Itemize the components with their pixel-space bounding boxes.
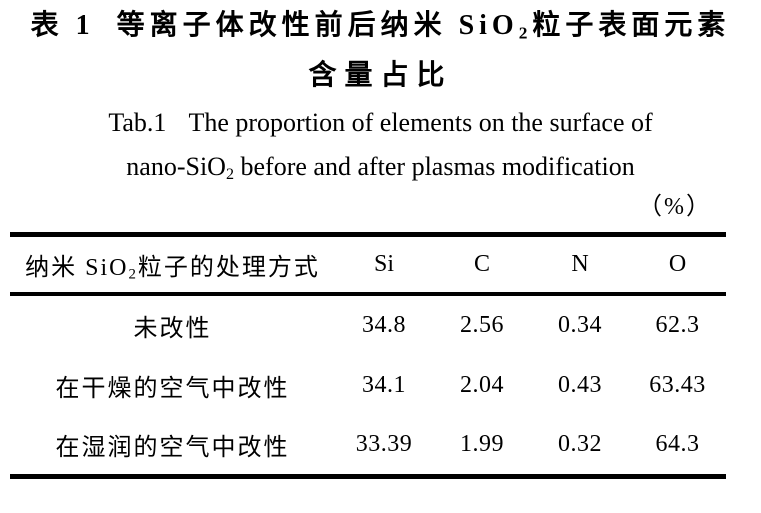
cell-si-value: 33.39 (355, 431, 413, 458)
table-row: 在干燥的空气中改性 34.1 2.04 0.43 63.43 (10, 355, 726, 416)
table-title-en-main: The proportion of elements on the surfac… (188, 108, 653, 137)
cell-n-value: 0.32 (558, 431, 602, 458)
table-title-zh-main-pre: 等离子体改性前后纳米 SiO (116, 10, 519, 41)
table-title-en2-pre: nano-SiO (126, 152, 226, 181)
column-header-si: Si (373, 250, 394, 277)
table-number-zh: 表 1 (30, 10, 95, 41)
table-title-zh-line2: 含量占比 (308, 60, 453, 91)
table-title-en-line1: Tab.1 The proportion of elements on the s… (0, 106, 761, 140)
cell-o-value: 64.3 (655, 431, 700, 458)
table-title-zh-main-post: 粒子表面元素 (532, 10, 731, 41)
cell-n-value: 0.43 (558, 371, 602, 398)
column-header-treatment: 纳米 SiO2粒子的处理方式 (10, 235, 335, 294)
table-header-row: 纳米 SiO2粒子的处理方式 Si C N O (10, 235, 726, 294)
cell-c-value: 2.56 (460, 311, 504, 338)
row-label-dry-air-modified: 在干燥的空气中改性 (55, 375, 290, 402)
table-row: 在湿润的空气中改性 33.39 1.99 0.32 64.3 (10, 416, 726, 477)
cell-si-value: 34.8 (362, 311, 406, 338)
column-header-c: C (473, 250, 490, 277)
table-title-en-line2: nano-SiO2 before and after plasmas modif… (0, 150, 761, 184)
cell-c-value: 1.99 (460, 431, 504, 458)
column-header-n: N (571, 250, 589, 277)
table-title-zh-line1: 表 1 等离子体改性前后纳米 SiO2粒子表面元素 (0, 0, 761, 44)
cell-si-value: 34.1 (362, 371, 406, 398)
column-header-o: O (668, 250, 687, 277)
cell-o-value: 62.3 (655, 311, 700, 338)
table-row: 未改性 34.8 2.56 0.34 62.3 (10, 294, 726, 355)
sio2-subscript: 2 (518, 23, 533, 43)
cell-c-value: 2.04 (460, 371, 504, 398)
sio2-subscript: 2 (128, 266, 138, 283)
row-label-unmodified: 未改性 (133, 315, 212, 342)
row-label-humid-air-modified: 在湿润的空气中改性 (55, 435, 290, 462)
table-title-en2-post: before and after plasmas modification (234, 152, 635, 181)
unit-label: （%） (638, 194, 712, 220)
sio2-subscript: 2 (225, 166, 235, 184)
cell-n-value: 0.34 (558, 311, 602, 338)
table-number-en: Tab.1 (108, 108, 167, 137)
data-table: 纳米 SiO2粒子的处理方式 Si C N O 未改性 34.8 2.56 0.… (10, 232, 726, 479)
treatment-header-pre: 纳米 SiO (25, 254, 129, 281)
cell-o-value: 63.43 (649, 371, 706, 398)
treatment-header-post: 粒子的处理方式 (137, 254, 320, 281)
